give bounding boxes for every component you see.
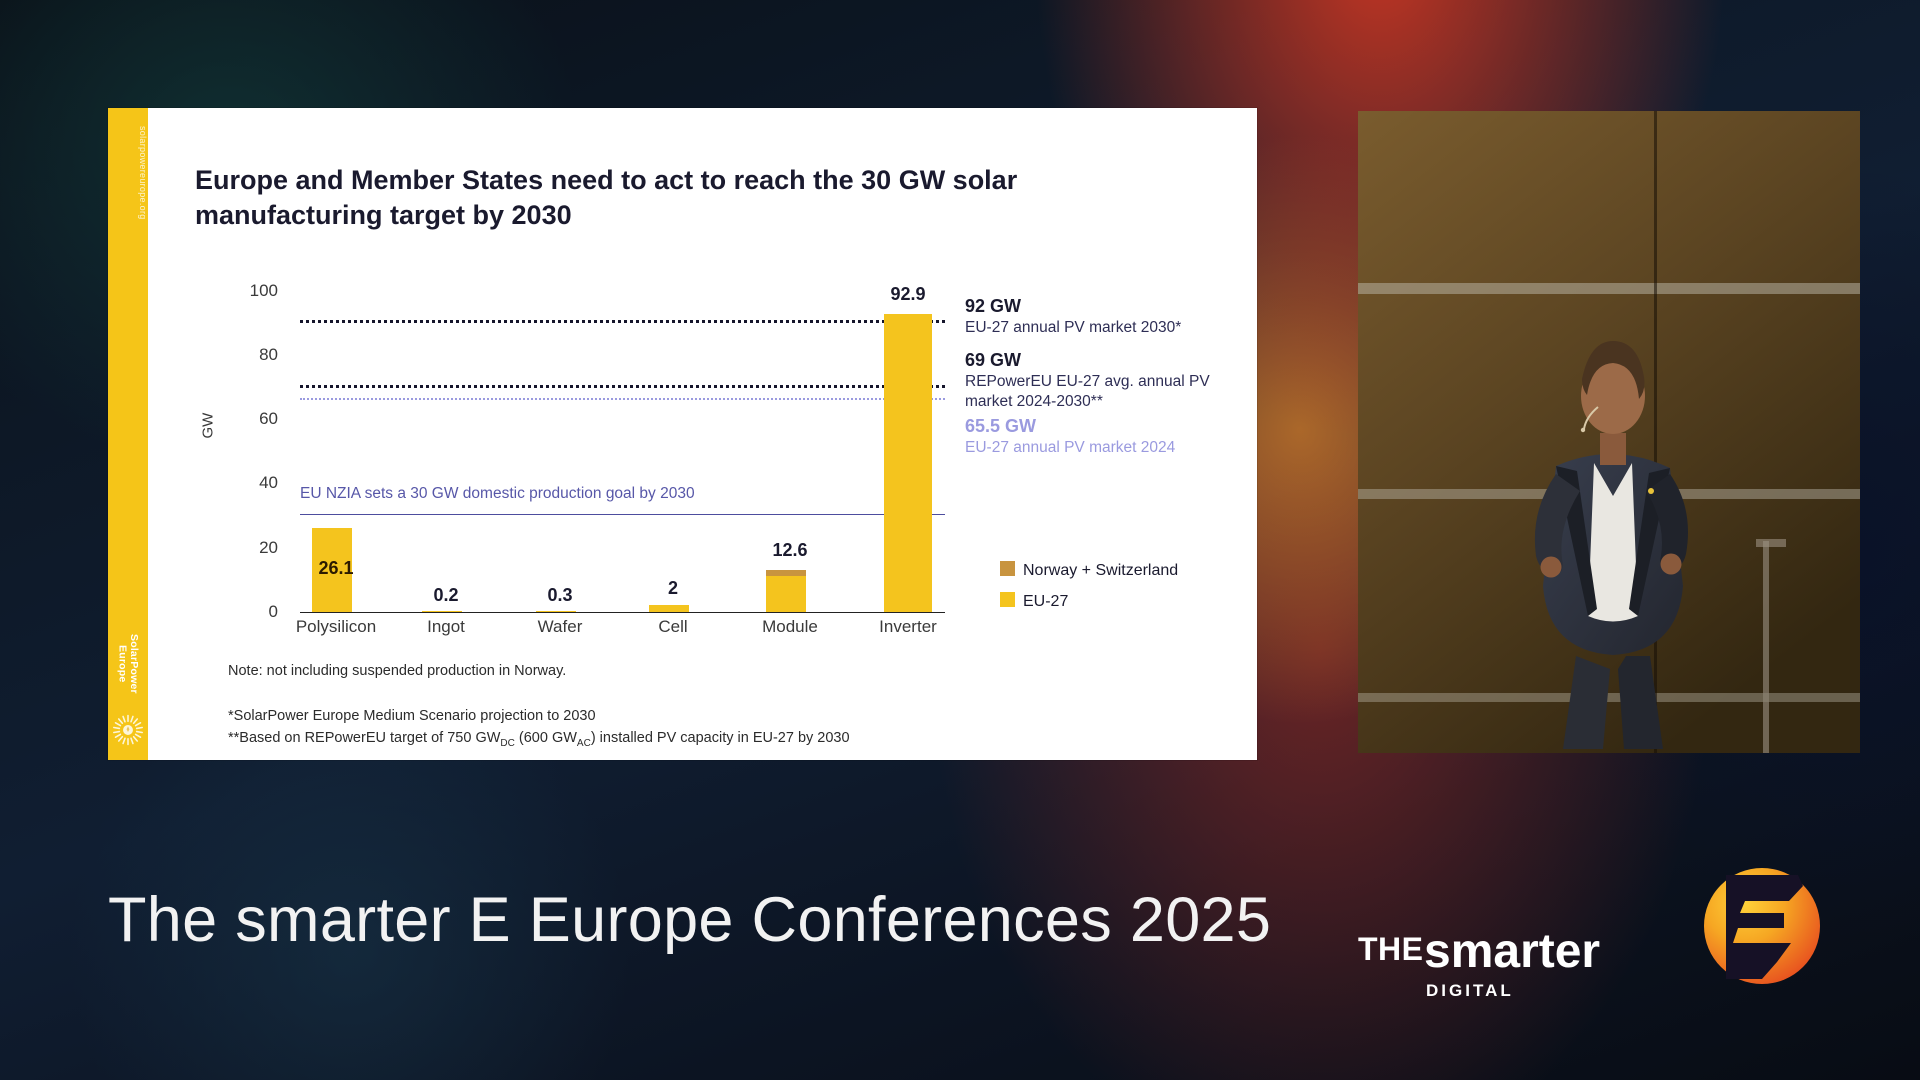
svg-text:THE: THE — [1358, 931, 1424, 967]
svg-text:smarter: smarter — [1424, 925, 1600, 978]
svg-text:DIGITAL: DIGITAL — [1426, 981, 1514, 1000]
